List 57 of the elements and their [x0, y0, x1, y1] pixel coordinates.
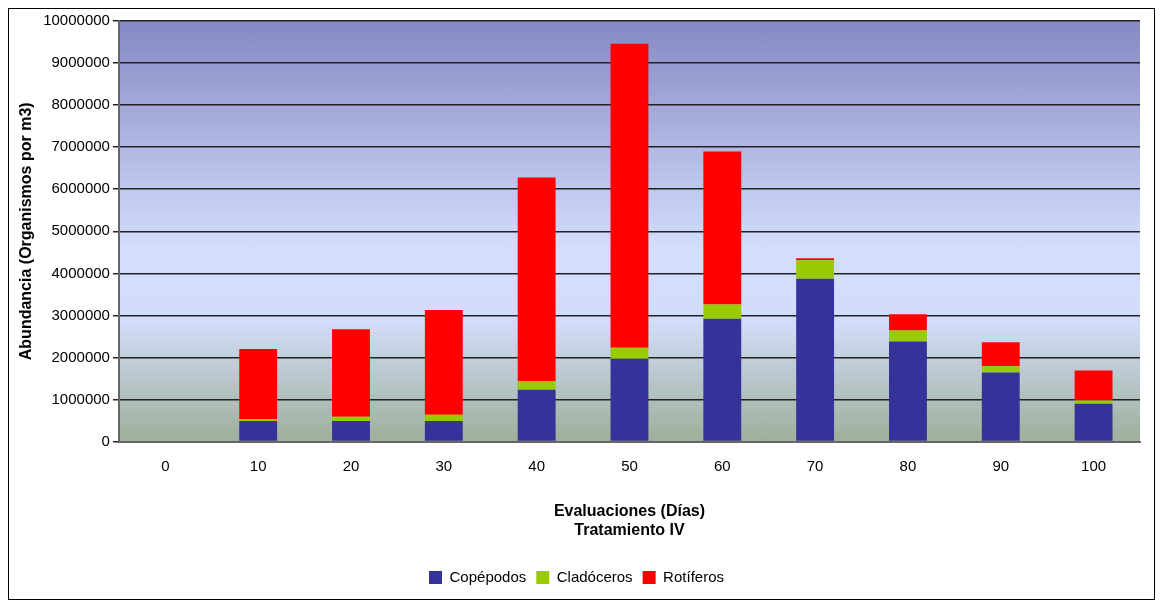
bar [981, 366, 1020, 373]
bar [239, 420, 278, 441]
bar [332, 416, 370, 421]
y-tick-label: 8000000 [51, 95, 110, 113]
y-tick-label: 0 [101, 431, 110, 449]
bar [703, 151, 742, 305]
legend-label: Rotíferos [663, 567, 724, 585]
bar [239, 418, 278, 421]
bar [517, 177, 556, 382]
bar [796, 278, 835, 441]
bar [1074, 370, 1113, 401]
y-axis-title: Abundancia (Organismos por m3) [17, 102, 35, 361]
bar [517, 389, 556, 441]
bar [703, 304, 742, 319]
bar [332, 329, 370, 417]
bar [517, 381, 556, 390]
x-tick-label: 10 [249, 456, 267, 474]
bar [239, 349, 278, 419]
bar [889, 330, 927, 342]
x-tick-label: 100 [1081, 456, 1107, 474]
bar [981, 342, 1020, 367]
y-tick-label: 3000000 [51, 305, 110, 323]
x-tick-label: 50 [621, 456, 638, 474]
y-tick-label: 2000000 [51, 347, 110, 365]
bar [796, 258, 835, 261]
bar [424, 309, 463, 415]
bar [703, 318, 742, 441]
bar [1074, 403, 1113, 441]
y-tick-label: 6000000 [51, 179, 110, 197]
y-tick-label: 5000000 [51, 221, 110, 239]
legend-label: Cladóceros [556, 567, 633, 585]
bar [610, 43, 649, 348]
x-tick-label: 80 [899, 456, 917, 474]
x-tick-label: 30 [435, 456, 453, 474]
bar [610, 358, 649, 441]
x-tick-label: 0 [161, 456, 170, 474]
y-tick-label: 4000000 [51, 263, 110, 281]
x-tick-label: 60 [713, 456, 731, 474]
bar [424, 420, 463, 441]
bar [889, 314, 927, 331]
y-tick-label: 9000000 [51, 53, 110, 71]
bar [1074, 400, 1113, 404]
bar [981, 372, 1020, 441]
y-tick-label: 7000000 [51, 137, 110, 155]
bar [796, 260, 835, 279]
y-tick-label: 10000000 [43, 11, 110, 29]
bar [889, 341, 927, 441]
x-tick-label: 40 [528, 456, 545, 474]
x-tick-label: 70 [806, 456, 824, 474]
x-tick-label: 90 [992, 456, 1010, 474]
bar [332, 420, 370, 441]
bar [424, 414, 463, 421]
bar [610, 347, 649, 359]
y-tick-label: 1000000 [51, 389, 110, 407]
legend-label: Copépodos [449, 567, 527, 585]
x-tick-label: 20 [342, 456, 360, 474]
x-axis-title: Evaluaciones (Días) Tratamiento IV [553, 501, 706, 538]
